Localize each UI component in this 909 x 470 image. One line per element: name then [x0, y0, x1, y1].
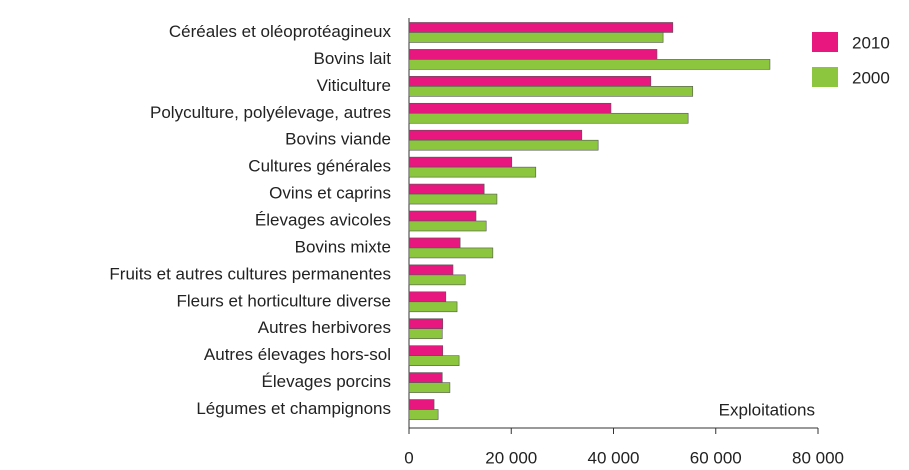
- x-tick-label: 80 000: [792, 448, 844, 467]
- x-tick-label: 40 000: [588, 448, 640, 467]
- y-tick-label: Bovins viande: [285, 130, 391, 149]
- bar: [408, 22, 674, 33]
- bar: [408, 328, 443, 340]
- bar: [408, 210, 477, 222]
- bar: [408, 86, 694, 97]
- y-tick-label: Autres élevages hors-sol: [204, 345, 391, 364]
- annotation: Exploitations: [719, 400, 815, 419]
- bar: [408, 247, 494, 259]
- y-tick-label: Bovins lait: [314, 49, 392, 68]
- legend-swatch: [812, 67, 838, 87]
- bar: [408, 264, 454, 276]
- x-tick-label: 20 000: [485, 448, 537, 467]
- y-tick-label: Céréales et oléoprotéagineux: [169, 22, 392, 41]
- y-tick-label: Polyculture, polyélevage, autres: [150, 103, 391, 122]
- x-tick-label: 0: [404, 448, 413, 467]
- bar: [408, 291, 447, 303]
- bar: [408, 409, 439, 420]
- bar: [408, 220, 487, 232]
- legend-label: 2010: [852, 33, 890, 52]
- x-tick-label: 60 000: [690, 448, 742, 467]
- bar: [408, 32, 664, 43]
- y-tick-label: Élevages porcins: [262, 372, 391, 391]
- y-tick-label: Légumes et champignons: [196, 399, 391, 418]
- bar: [408, 129, 583, 141]
- y-tick-label: Élevages avicoles: [255, 210, 391, 229]
- bar: [408, 382, 451, 393]
- y-tick-label: Cultures générales: [248, 157, 391, 176]
- bar: [408, 59, 771, 70]
- y-tick-label: Fruits et autres cultures permanentes: [109, 264, 391, 283]
- y-tick-label: Bovins mixte: [295, 237, 391, 256]
- bar: [408, 345, 444, 356]
- bar: [408, 112, 689, 124]
- bar: [408, 399, 435, 410]
- bar: [408, 102, 612, 114]
- bar: [408, 301, 458, 313]
- bar: [408, 318, 444, 330]
- bar: [408, 237, 461, 249]
- y-tick-label: Autres herbivores: [258, 318, 391, 337]
- bar: [408, 156, 513, 168]
- bar: [408, 193, 498, 205]
- bar: [408, 355, 460, 366]
- bar: [408, 76, 652, 87]
- y-tick-label: Viticulture: [317, 76, 391, 95]
- bar: [408, 49, 658, 60]
- bar: [408, 372, 443, 383]
- bar: [408, 274, 466, 286]
- y-tick-label: Ovins et caprins: [269, 184, 391, 203]
- legend-label: 2000: [852, 68, 890, 87]
- bar: [408, 139, 599, 151]
- bar: [408, 183, 485, 195]
- y-tick-label: Fleurs et horticulture diverse: [177, 291, 391, 310]
- bar: [408, 166, 537, 178]
- legend-swatch: [812, 32, 838, 52]
